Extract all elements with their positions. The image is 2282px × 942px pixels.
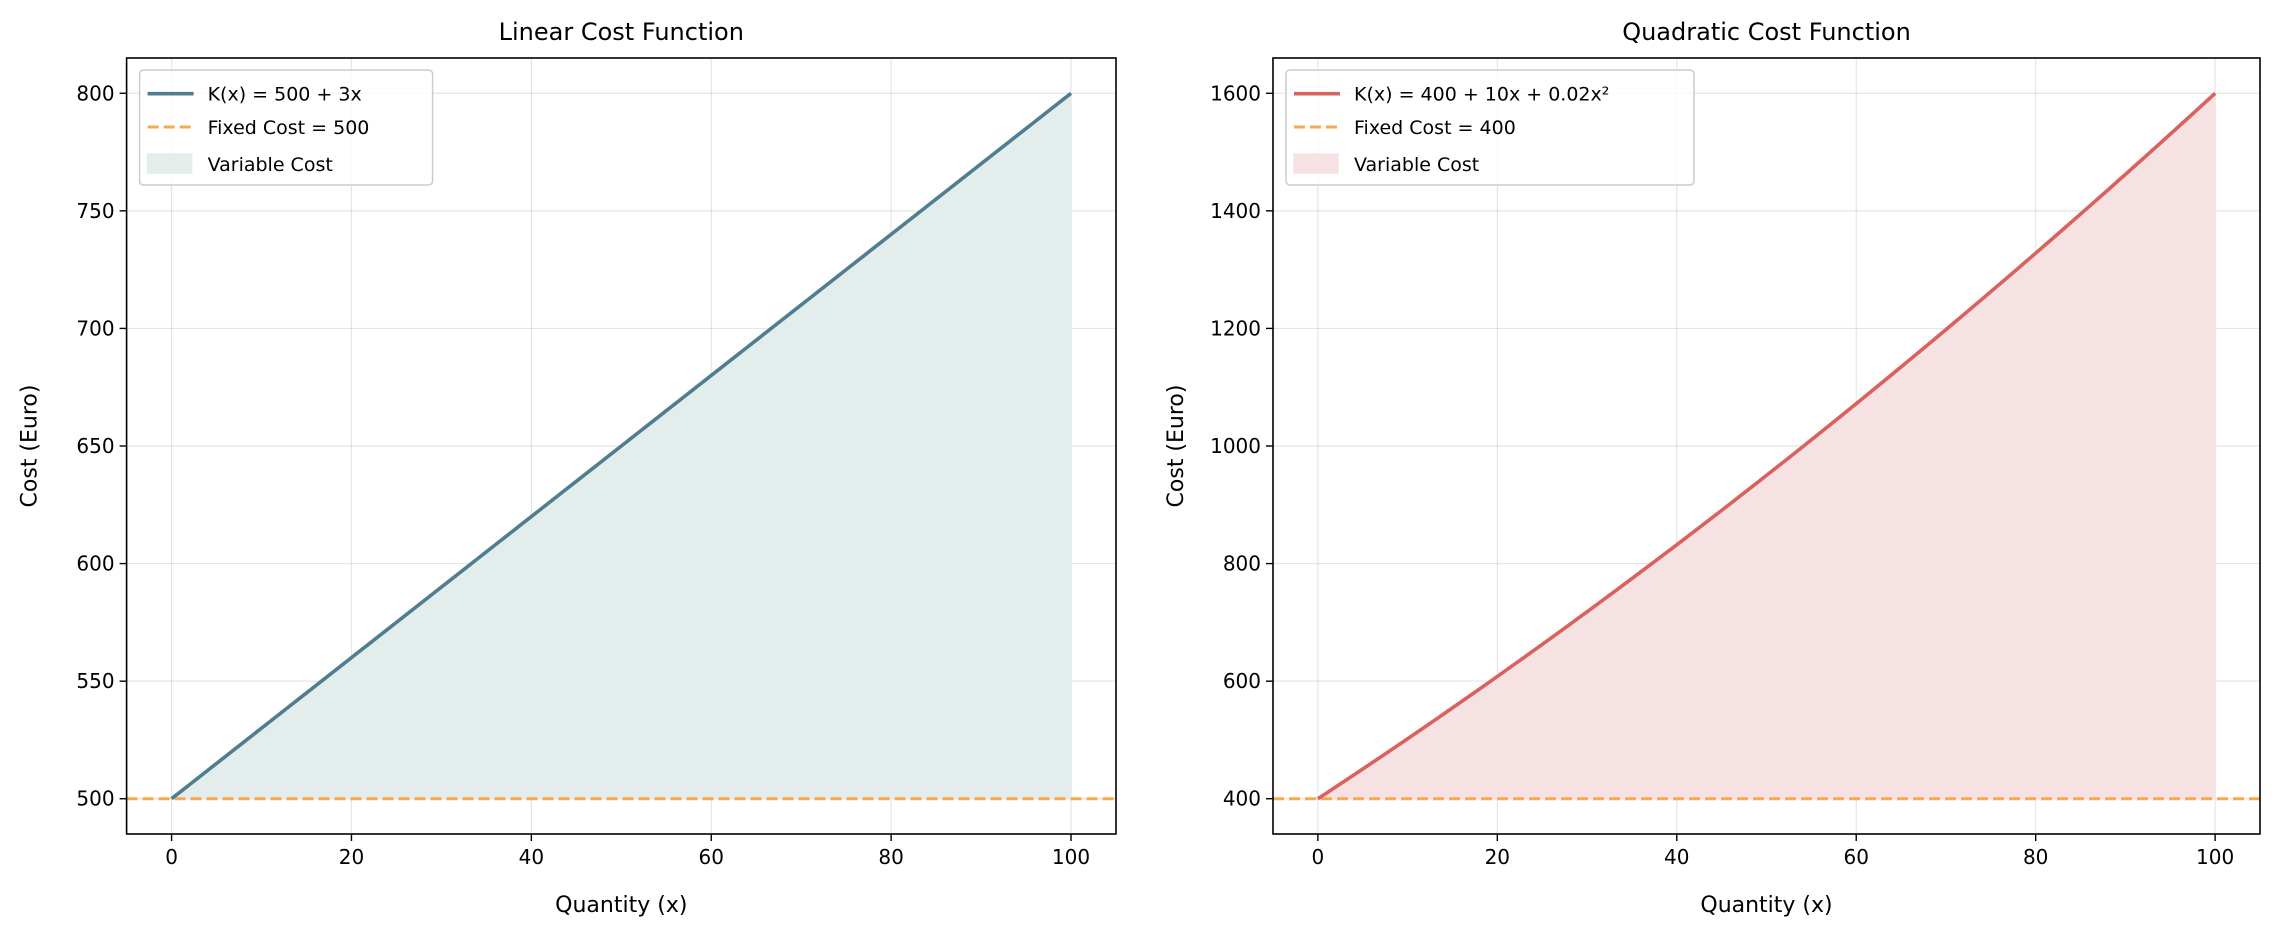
x-tick-label: 40: [519, 845, 544, 869]
cost-function-line: [170, 91, 1073, 801]
legend-box: [1285, 69, 1695, 186]
legend-box: [138, 69, 434, 186]
y-axis-label: Cost (Euro): [1164, 385, 1189, 508]
x-axis-label: Quantity (x): [1700, 893, 1832, 918]
y-tick-label: 650: [76, 434, 114, 458]
chart-1: 0 20 40 60 80 100 400 600 800 1000 1200 1400 1600 Qua…: [1164, 18, 2261, 918]
y-tick-label: 800: [76, 81, 114, 105]
y-tick-label: 800: [1223, 552, 1261, 576]
legend: K(x) = 400 + 10x + 0.02x² Fixed Cost = 40…: [1285, 69, 1695, 186]
y-tick-label: 550: [76, 669, 114, 693]
y-axis-label: Cost (Euro): [18, 385, 43, 508]
x-tick-label: 100: [1052, 845, 1090, 869]
x-tick-label: 0: [1311, 845, 1324, 869]
legend-label: Fixed Cost = 500: [208, 117, 370, 139]
x-tick-label: 60: [699, 845, 724, 869]
legend-fill-swatch: [146, 153, 193, 174]
legend-fill-swatch: [1293, 153, 1339, 174]
x-tick-label: 20: [339, 845, 364, 869]
y-tick-label: 750: [76, 199, 114, 223]
y-tick-label: 500: [76, 787, 114, 811]
y-tick-label: 600: [1223, 669, 1261, 693]
legend-label: Fixed Cost = 400: [1354, 117, 1516, 139]
x-tick-label: 60: [1844, 845, 1869, 869]
chart-0: 0 20 40 60 80 100 500 550 600 650 700 750 800 Linear …: [18, 18, 1117, 918]
legend-label: K(x) = 500 + 3x: [208, 84, 362, 106]
x-axis-label: Quantity (x): [555, 893, 687, 918]
chart-title: Linear Cost Function: [499, 18, 744, 46]
y-tick-label: 1000: [1210, 434, 1261, 458]
y-tick-label: 1600: [1210, 81, 1261, 105]
x-tick-label: 80: [878, 845, 903, 869]
x-tick-label: 20: [1485, 845, 1510, 869]
y-tick-label: 700: [76, 316, 114, 340]
chart-title: Quadratic Cost Function: [1622, 18, 1911, 46]
y-tick-label: 400: [1223, 787, 1261, 811]
x-tick-label: 100: [2196, 845, 2234, 869]
x-tick-label: 40: [1664, 845, 1689, 869]
y-tick-label: 600: [76, 552, 114, 576]
cost-function-line: [1316, 91, 2217, 801]
x-tick-label: 80: [2023, 845, 2048, 869]
x-tick-label: 0: [165, 845, 178, 869]
y-tick-label: 1200: [1210, 316, 1261, 340]
legend-label: K(x) = 400 + 10x + 0.02x²: [1354, 84, 1609, 106]
legend-label: Variable Cost: [208, 154, 333, 176]
legend: K(x) = 500 + 3x Fixed Cost = 500 Variable …: [138, 69, 434, 186]
legend-label: Variable Cost: [1354, 154, 1479, 176]
y-tick-label: 1400: [1210, 199, 1261, 223]
